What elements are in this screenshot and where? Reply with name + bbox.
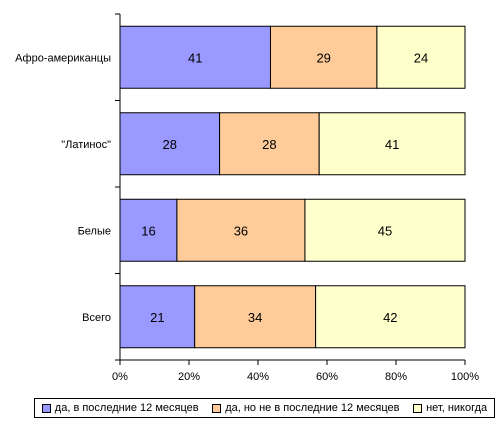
legend-item-series-1: да, в последние 12 месяцев xyxy=(41,402,199,414)
data-label-4-1: 21 xyxy=(150,310,164,325)
legend-swatch-series-1 xyxy=(41,403,51,413)
x-tick-label-3: 60% xyxy=(316,371,338,383)
bar-segment-3-1 xyxy=(119,198,178,262)
legend-swatch-series-3 xyxy=(413,403,423,413)
bar-segment-3-2 xyxy=(176,198,306,262)
data-label-2-3: 41 xyxy=(385,137,399,152)
x-tick-label-1: 20% xyxy=(178,371,200,383)
legend-label-series-3: нет, никогда xyxy=(426,402,488,414)
bar-segment-4-1 xyxy=(119,285,196,349)
bar-segment-2-3 xyxy=(318,112,466,176)
bar-segment-2-1 xyxy=(119,112,221,176)
bar-segment-1-3 xyxy=(376,25,466,89)
data-label-3-2: 36 xyxy=(234,223,248,238)
data-label-4-3: 42 xyxy=(383,310,397,325)
legend-item-series-2: да, но не в последние 12 месяцев xyxy=(212,402,399,414)
x-tick-label-0: 0% xyxy=(112,371,128,383)
chart-legend: да, в последние 12 месяцев да, но не в п… xyxy=(34,398,495,418)
data-label-1-1: 41 xyxy=(188,50,202,65)
data-label-1-2: 29 xyxy=(316,50,330,65)
data-label-4-2: 34 xyxy=(248,310,262,325)
legend-label-series-1: да, в последние 12 месяцев xyxy=(54,402,199,414)
x-tick-label-5: 100% xyxy=(451,371,479,383)
category-label-4: Всего xyxy=(82,312,111,324)
bar-segment-4-3 xyxy=(315,285,466,349)
legend-swatch-series-2 xyxy=(212,403,222,413)
x-tick-label-4: 80% xyxy=(385,371,407,383)
bar-segment-1-1 xyxy=(119,25,271,89)
bar-segment-3-3 xyxy=(304,198,466,262)
legend-label-series-2: да, но не в последние 12 месяцев xyxy=(225,402,400,414)
category-label-2: "Латинос" xyxy=(61,139,111,151)
bar-segment-2-2 xyxy=(219,112,320,176)
bar-segment-1-2 xyxy=(269,25,378,89)
data-label-3-1: 16 xyxy=(141,223,155,238)
category-label-1: Афро-американцы xyxy=(15,52,111,64)
data-label-3-3: 45 xyxy=(378,223,392,238)
data-label-2-1: 28 xyxy=(163,137,177,152)
data-label-2-2: 28 xyxy=(262,137,276,152)
data-label-1-3: 24 xyxy=(414,50,428,65)
x-tick-label-2: 40% xyxy=(247,371,269,383)
legend-item-series-3: нет, никогда xyxy=(413,402,487,414)
category-label-3: Белые xyxy=(78,225,111,237)
